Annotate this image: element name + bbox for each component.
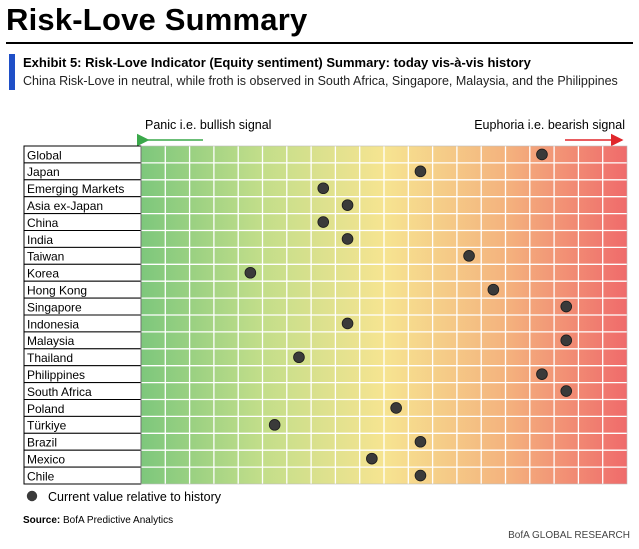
data-point bbox=[341, 233, 354, 245]
panic-annotation: Panic i.e. bullish signal bbox=[145, 118, 271, 132]
row-label: India bbox=[27, 233, 53, 247]
data-point bbox=[560, 385, 573, 397]
source-label: Source: bbox=[23, 515, 61, 526]
exhibit-accent-bar bbox=[9, 54, 15, 90]
data-point bbox=[463, 250, 475, 262]
legend-label: Current value relative to history bbox=[48, 490, 222, 504]
grid-border bbox=[140, 145, 628, 485]
data-point bbox=[487, 283, 500, 296]
row-label: China bbox=[27, 216, 59, 230]
exhibit-title: Exhibit 5: Risk-Love Indicator (Equity s… bbox=[23, 55, 531, 70]
page-title: Risk-Love Summary bbox=[6, 2, 308, 37]
exhibit-subtitle: China Risk-Love in neutral, while froth … bbox=[23, 74, 618, 88]
data-point bbox=[317, 216, 330, 228]
row-label: Philippines bbox=[27, 368, 85, 382]
data-point bbox=[341, 199, 354, 211]
row-label: Mexico bbox=[27, 453, 65, 467]
row-label: Brazil bbox=[27, 436, 57, 450]
row-label: Thailand bbox=[27, 351, 73, 365]
row-label: Indonesia bbox=[27, 317, 79, 331]
row-label: Chile bbox=[27, 469, 55, 483]
title-rule bbox=[6, 42, 633, 44]
data-point bbox=[560, 334, 573, 347]
euphoria-annotation: Euphoria i.e. bearish signal bbox=[474, 118, 625, 132]
source-text: BofA Predictive Analytics bbox=[60, 515, 174, 526]
data-point bbox=[317, 182, 330, 195]
data-point bbox=[414, 165, 427, 178]
data-point bbox=[293, 351, 305, 364]
row-label: Asia ex-Japan bbox=[27, 199, 103, 213]
row-label: Türkiye bbox=[27, 419, 67, 433]
row-label: Korea bbox=[27, 267, 59, 281]
data-point bbox=[414, 469, 427, 482]
row-label: Malaysia bbox=[27, 334, 75, 348]
data-point bbox=[366, 452, 378, 465]
row-label: Singapore bbox=[27, 300, 82, 314]
row-label: Poland bbox=[27, 402, 64, 416]
data-point bbox=[390, 402, 402, 414]
legend-marker bbox=[26, 490, 38, 502]
data-point bbox=[268, 419, 281, 431]
data-point bbox=[536, 368, 548, 380]
data-point bbox=[341, 317, 354, 330]
row-label: Global bbox=[27, 148, 62, 162]
data-point bbox=[244, 266, 257, 279]
row-label: Taiwan bbox=[27, 250, 64, 264]
row-label: Emerging Markets bbox=[27, 182, 124, 196]
row-label: South Africa bbox=[27, 385, 92, 399]
data-point bbox=[414, 435, 427, 448]
row-label: Hong Kong bbox=[27, 284, 87, 298]
data-point bbox=[560, 300, 573, 313]
data-point bbox=[536, 148, 548, 161]
brand-label: BofA GLOBAL RESEARCH bbox=[508, 530, 630, 541]
source-note: Source: BofA Predictive Analytics bbox=[23, 515, 173, 526]
row-label: Japan bbox=[27, 165, 60, 179]
